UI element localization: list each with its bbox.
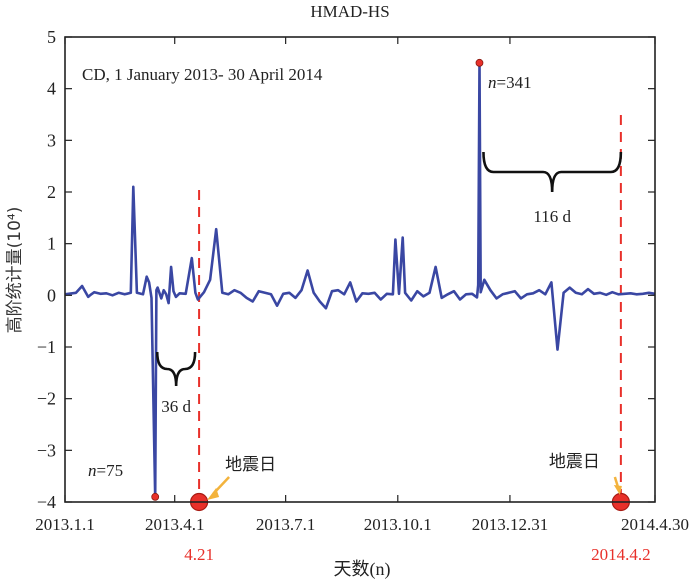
peak-point [151, 492, 160, 501]
plot-frame [64, 36, 656, 503]
y-axis-label: 高阶统计量(10⁴) [5, 207, 25, 334]
y-tick-label: 4 [47, 79, 56, 99]
x-axis: 2013.1.1 2013.4.1 2013.7.1 2013.10.1 2013.12… [35, 37, 689, 534]
arrow-icon [207, 488, 220, 500]
plot-area: n=75 n=341 36 d 116 d 地震日 4.21 地震日 2014.4.2 [64, 58, 656, 564]
x-tick-label: 2013.7.1 [256, 515, 316, 534]
earthquake-date-label: 4.21 [184, 545, 214, 564]
arrow-icon [613, 485, 622, 495]
y-tick-label: 5 [47, 27, 56, 47]
y-tick-label: −4 [37, 492, 56, 512]
x-tick-label: 2013.1.1 [35, 515, 95, 534]
y-tick-label: −3 [37, 440, 56, 460]
y-axis: −4 −3 −2 −1 0 1 2 3 4 5 [37, 27, 655, 512]
y-tick-label: −1 [37, 337, 56, 357]
data-range-annotation: CD, 1 January 2013- 30 April 2014 [82, 65, 323, 84]
y-tick-label: 2 [47, 182, 56, 202]
y-tick-label: 1 [47, 234, 56, 254]
interval-label: 116 d [533, 207, 571, 226]
x-tick-label: 2014.4.30 [621, 515, 689, 534]
interval-brace [155, 351, 197, 387]
x-tick-label: 2013.10.1 [364, 515, 432, 534]
interval-brace [482, 151, 623, 193]
x-axis-label: 天数(n) [334, 559, 391, 580]
x-tick-label: 2013.12.31 [472, 515, 549, 534]
interval-label: 36 d [161, 397, 191, 416]
earthquake-day-label: 地震日 [549, 452, 600, 472]
peak-label: n=341 [488, 73, 532, 92]
peak-label: n=75 [88, 461, 123, 480]
earthquake-date-label: 2014.4.2 [591, 545, 651, 564]
y-tick-label: 0 [47, 285, 56, 305]
series-line [64, 61, 656, 499]
peak-point [475, 58, 484, 67]
x-tick-label: 2013.4.1 [145, 515, 205, 534]
earthquake-day-label: 地震日 [225, 455, 276, 475]
y-tick-label: −2 [37, 389, 56, 409]
y-tick-label: 3 [47, 130, 56, 150]
chart-title: HMAD-HS [310, 2, 389, 21]
